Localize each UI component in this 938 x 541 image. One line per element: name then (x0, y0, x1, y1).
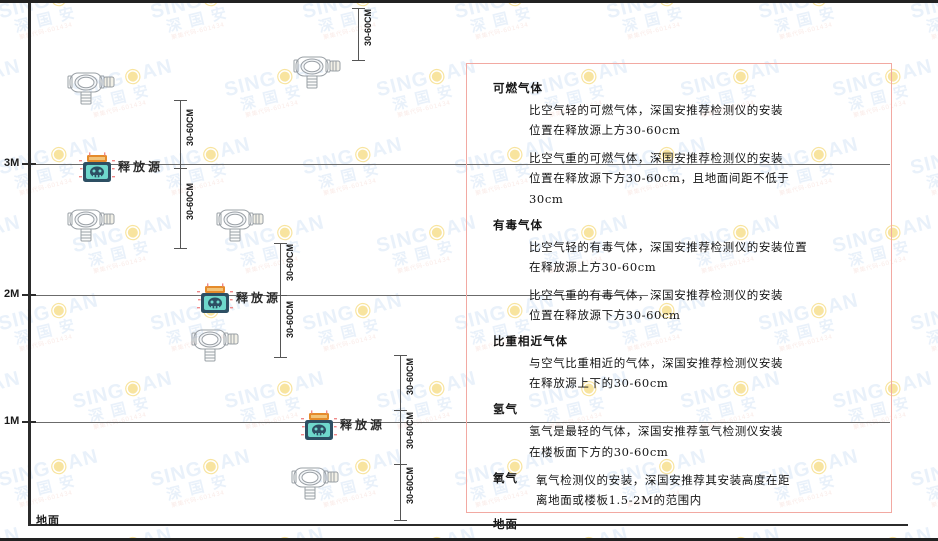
dimension-tick (274, 357, 287, 358)
panel-section-text: 比空气重的有毒气体，深国安推荐检测仪的安装 位置在释放源下方30-60cm (529, 287, 784, 322)
panel-section-heading: 氢气 (493, 402, 518, 417)
dimension-label: 30-60CM (285, 301, 295, 339)
level-label-2m: 2M (4, 288, 20, 300)
level-tick-1m (22, 421, 36, 423)
level-line-1m (28, 422, 890, 423)
panel-section: 氢气 氢气是最轻的气体，深国安推荐氢气检测仪安装 在楼板面下方的30-60cm (481, 401, 877, 461)
dimension-tick (352, 8, 365, 9)
dimension-tick (174, 168, 187, 169)
gas-detector-icon (215, 205, 267, 250)
panel-section-text: 与空气比重相近的气体，深国安推荐检测仪安装 在释放源上下的30-60cm (529, 356, 784, 391)
frame-bottom-border (0, 538, 938, 541)
dimension-tick (394, 464, 407, 465)
level-tick-2m (22, 294, 36, 296)
frame-top-border (0, 0, 938, 3)
level-tick-3m (22, 163, 36, 165)
panel-section-text: 比空气轻的有毒气体，深国安推荐检测仪的安装位置 在释放源上方30-60cm (529, 239, 808, 274)
release-source-label: 释放源 (118, 160, 164, 174)
dimension-label: 30-60CM (405, 412, 415, 450)
panel-section-text: 氢气是最轻的气体，深国安推荐氢气检测仪安装 在楼板面下方的30-60cm (529, 424, 784, 459)
panel-section-heading: 比重相近气体 (493, 334, 568, 349)
gas-detector-icon (190, 325, 242, 370)
level-line-3m (28, 164, 890, 165)
level-label-1m: 1M (4, 415, 20, 427)
panel-section-heading: 可燃气体 (493, 81, 543, 95)
dimension-label: 30-60CM (185, 183, 195, 221)
gas-detector-icon (66, 68, 118, 113)
panel-section-text: 比空气轻的可燃气体，深国安推荐检测仪的安装 位置在释放源上方30-60cm (529, 103, 784, 138)
dimension-tick (352, 60, 365, 61)
dimension-tick (394, 355, 407, 356)
dimension-line (400, 355, 401, 520)
dimension-label: 30-60CM (405, 357, 415, 395)
level-label-3m: 3M (4, 157, 20, 169)
release-source-label: 释放源 (340, 418, 386, 432)
dimension-label: 30-60CM (285, 244, 295, 282)
panel-section-text: 比空气重的可燃气体，深国安推荐检测仪的安装 位置在释放源下方30-60cm，且地… (529, 151, 790, 206)
dimension-line (358, 8, 359, 60)
release-source-icon (78, 152, 118, 193)
panel-section-heading: 地面 (493, 516, 877, 532)
installation-guidelines-panel: 可燃气体比空气轻的可燃气体，深国安推荐检测仪的安装 位置在释放源上方30-60c… (466, 63, 892, 541)
panel-section: 有毒气体比空气轻的有毒气体，深国安推荐检测仪的安装位置 在释放源上方30-60c… (481, 217, 877, 326)
panel-section-heading: 有毒气体 (493, 217, 543, 232)
dimension-label: 30-60CM (363, 9, 373, 47)
panel-section: 比重相近气体与空气比重相近的气体，深国安推荐检测仪安装 在释放源上下的30-60… (481, 333, 877, 393)
gas-detector-icon (66, 205, 118, 250)
gas-detector-icon (290, 463, 342, 508)
dimension-tick (274, 295, 287, 296)
panel-section-heading: 氧气 (493, 470, 518, 485)
dimension-tick (394, 410, 407, 411)
dimension-tick (174, 248, 187, 249)
dimension-label: 30-60CM (405, 467, 415, 505)
dimension-line (280, 243, 281, 357)
dimension-tick (174, 100, 187, 101)
y-axis (28, 3, 31, 524)
panel-section: 可燃气体比空气轻的可燃气体，深国安推荐检测仪的安装 位置在释放源上方30-60c… (481, 80, 877, 209)
release-source-icon (300, 410, 340, 451)
panel-section: 氧气 氧气检测仪的安装，深国安推荐其安装高度在距 离地面或楼板1.5-2M的范围内 (493, 470, 877, 510)
dimension-line (180, 100, 181, 248)
panel-section-text: 氧气检测仪的安装，深国安推荐其安装高度在距 离地面或楼板1.5-2M的范围内 (536, 472, 791, 507)
ground-label: 地面 (36, 514, 60, 527)
release-source-icon (196, 283, 236, 324)
dimension-tick (274, 243, 287, 244)
release-source-label: 释放源 (236, 291, 282, 305)
gas-detector-icon (292, 52, 344, 97)
ground-axis (28, 524, 908, 526)
level-line-2m (28, 295, 648, 296)
dimension-label: 30-60CM (185, 109, 195, 147)
dimension-tick (394, 520, 407, 521)
